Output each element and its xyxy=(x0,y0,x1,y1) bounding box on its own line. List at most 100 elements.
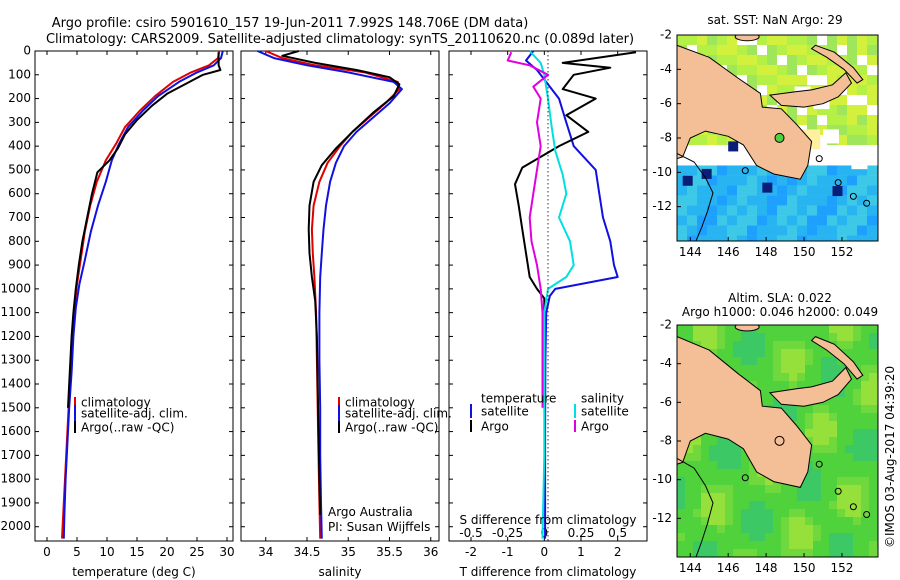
sla-cell xyxy=(717,533,725,541)
sst-cell xyxy=(827,205,837,216)
sst-cell xyxy=(807,105,817,115)
sst-cell xyxy=(737,225,747,236)
sla-cell xyxy=(797,541,805,549)
sla-cell xyxy=(757,349,765,357)
sla-cell xyxy=(845,493,853,501)
island-outline xyxy=(815,155,823,163)
sla-cell xyxy=(837,405,845,413)
sst-cell xyxy=(837,165,847,176)
sla-cell xyxy=(813,533,821,541)
sla-cell xyxy=(797,349,805,357)
sla-cell xyxy=(741,549,749,557)
sst-cell xyxy=(817,215,827,226)
sla-cell xyxy=(701,509,709,517)
sst-cell xyxy=(677,235,687,241)
sla-cell xyxy=(861,501,869,509)
sla-cell xyxy=(693,461,701,469)
sla-cell xyxy=(685,477,693,485)
sla-cell xyxy=(781,333,789,341)
sla-cell xyxy=(765,373,773,381)
sla-cell xyxy=(717,493,725,501)
sla-cell xyxy=(829,453,837,461)
sla-cell xyxy=(829,421,837,429)
sla-cell xyxy=(717,525,725,533)
sla-cell xyxy=(829,445,837,453)
sla-cell xyxy=(717,501,725,509)
sla-cell xyxy=(709,493,717,501)
sla-cell xyxy=(789,341,797,349)
sla-cell xyxy=(797,341,805,349)
sst-cell xyxy=(727,65,737,75)
sla-cell xyxy=(749,357,757,365)
sst-cell xyxy=(767,55,777,65)
sla-cell xyxy=(869,453,877,461)
temperature-series xyxy=(61,50,224,539)
sst-cell xyxy=(737,65,747,75)
sla-cell xyxy=(837,509,845,517)
sla-cell xyxy=(733,501,741,509)
sst-cell xyxy=(867,195,877,206)
sla-cell xyxy=(805,541,813,549)
legend-label-s-argo: Argo xyxy=(581,420,609,434)
sla-cell xyxy=(677,477,685,485)
sla-cell xyxy=(797,333,805,341)
sst-cell xyxy=(777,225,787,236)
sla-cell xyxy=(813,541,821,549)
series-line-climatology xyxy=(61,50,221,539)
sst-cell xyxy=(727,175,737,186)
lat-tick-label: -6 xyxy=(660,395,672,409)
sla-cell xyxy=(853,453,861,461)
sla-cell xyxy=(765,341,773,349)
x-tick-label: 25 xyxy=(189,545,204,559)
sst-cell xyxy=(717,135,727,145)
sla-cell xyxy=(837,365,845,373)
sst-cell xyxy=(807,45,817,55)
sst-cell xyxy=(707,35,717,45)
sst-cell xyxy=(757,225,767,236)
sst-cell xyxy=(857,205,867,216)
sla-cell xyxy=(861,405,869,413)
lat-tick-label: -2 xyxy=(660,28,672,42)
sst-cell xyxy=(697,185,707,196)
sla-cell xyxy=(733,349,741,357)
sla-cell xyxy=(749,333,757,341)
sla-cell xyxy=(701,453,709,461)
sla-cell xyxy=(693,445,701,453)
depth-tick-label: 200 xyxy=(8,91,31,105)
sla-cell xyxy=(741,357,749,365)
sla-cell xyxy=(789,509,797,517)
sst-cell xyxy=(747,215,757,226)
sla-cell xyxy=(693,509,701,517)
sla-cell xyxy=(733,517,741,525)
sst-cell xyxy=(757,35,767,45)
sla-cell xyxy=(821,429,829,437)
series-line-climatology xyxy=(265,50,401,539)
sst-cell xyxy=(827,65,837,75)
sst-cell xyxy=(847,115,857,125)
sla-cell xyxy=(741,509,749,517)
sla-map-axes: 144 146 148 150 152 -2 -4 -6 -8 -10 -12 xyxy=(652,318,853,576)
sst-cell xyxy=(817,195,827,206)
sla-cell xyxy=(709,453,717,461)
sla-cell xyxy=(861,549,869,557)
sla-cell xyxy=(717,453,725,461)
island-outline xyxy=(834,179,842,187)
sla-cell xyxy=(837,437,845,445)
sst-cell xyxy=(867,85,877,95)
sla-cell xyxy=(781,357,789,365)
sst-cell xyxy=(837,215,847,226)
sst-cell xyxy=(787,175,797,186)
x-tick-label: 34 xyxy=(258,545,273,559)
sla-cell xyxy=(805,413,813,421)
manus-land xyxy=(734,325,760,332)
sst-cell xyxy=(767,195,777,206)
sla-cell xyxy=(813,421,821,429)
sst-cell xyxy=(687,225,697,236)
sla-cell xyxy=(813,429,821,437)
sst-cell xyxy=(847,45,857,55)
sla-cell xyxy=(805,469,813,477)
sla-cell xyxy=(701,533,709,541)
sla-cell xyxy=(781,341,789,349)
sla-cell xyxy=(789,381,797,389)
sla-cell xyxy=(677,533,685,541)
